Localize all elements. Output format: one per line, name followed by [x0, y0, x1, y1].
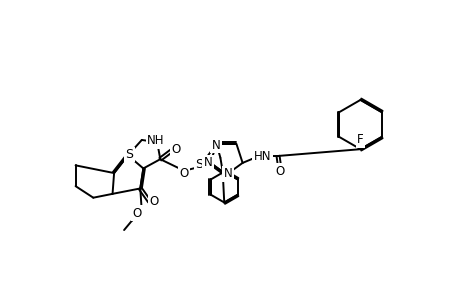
Text: N: N: [223, 167, 232, 180]
Text: O: O: [149, 195, 158, 208]
Text: S: S: [125, 148, 133, 161]
Text: F: F: [356, 134, 363, 146]
Text: O: O: [172, 143, 181, 156]
Text: N: N: [203, 156, 212, 170]
Text: O: O: [132, 207, 141, 220]
Text: S: S: [195, 158, 203, 171]
Text: HN: HN: [253, 150, 271, 163]
Text: NH: NH: [146, 134, 164, 147]
Text: O: O: [275, 165, 285, 178]
Text: O: O: [179, 167, 188, 180]
Text: N: N: [211, 139, 220, 152]
